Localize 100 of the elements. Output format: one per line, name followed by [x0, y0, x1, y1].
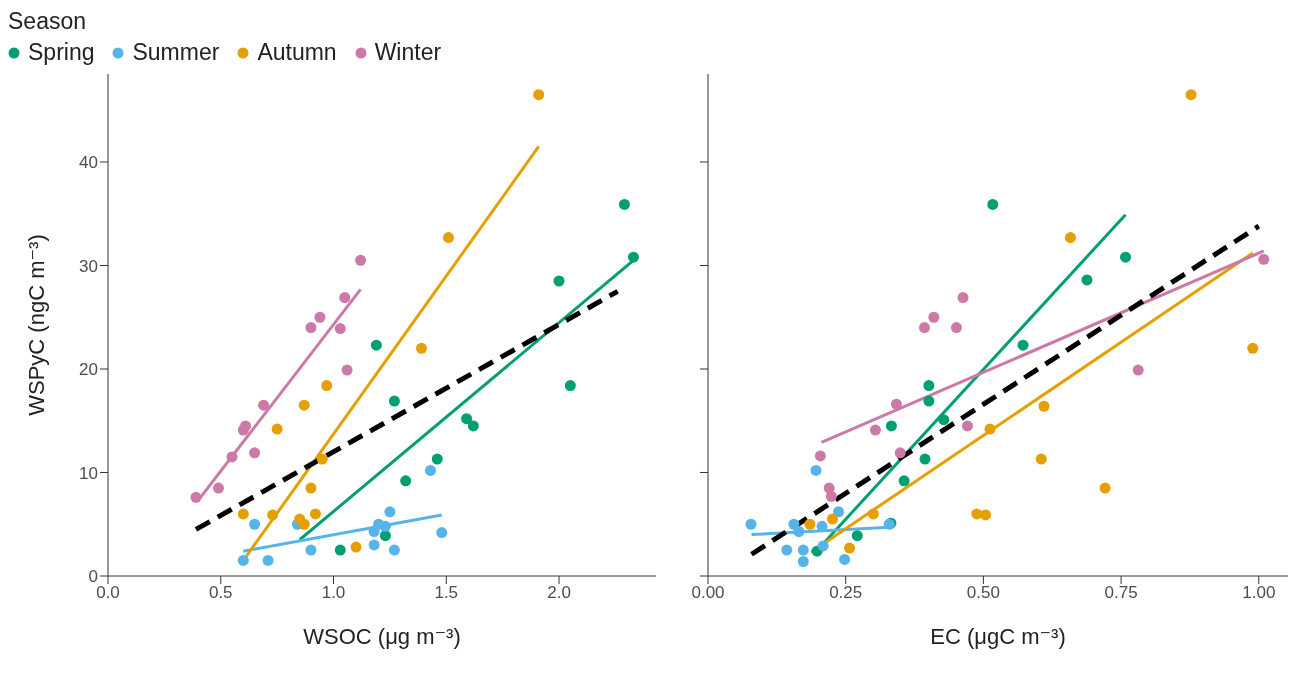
point: [797, 544, 809, 556]
point: [918, 322, 930, 334]
point: [745, 518, 757, 530]
x-tick-label: 0.5: [208, 583, 233, 603]
x-tick-label: 0.25: [829, 583, 863, 603]
point: [928, 311, 940, 323]
point: [321, 380, 333, 392]
x-tick-label: 0.50: [966, 583, 1000, 603]
point: [804, 518, 816, 530]
point: [553, 275, 565, 287]
point: [355, 254, 367, 266]
point: [938, 414, 950, 426]
point: [305, 544, 317, 556]
point: [341, 364, 353, 376]
point: [564, 380, 576, 392]
point: [980, 509, 992, 521]
point: [781, 544, 793, 556]
point: [271, 423, 283, 435]
point: [833, 506, 845, 518]
point: [400, 475, 412, 487]
point: [1099, 482, 1111, 494]
x-tick-label: 1.5: [434, 583, 459, 603]
point: [1038, 400, 1050, 412]
point: [890, 398, 902, 410]
point: [368, 539, 380, 551]
point: [957, 292, 969, 304]
legend-label: Summer: [132, 39, 220, 66]
point: [388, 395, 400, 407]
point: [226, 451, 238, 463]
point: [1247, 342, 1259, 354]
point: [533, 89, 545, 101]
legend-label: Winter: [374, 39, 442, 66]
point: [213, 482, 224, 494]
point: [1132, 364, 1144, 376]
point: [237, 554, 249, 566]
point: [961, 420, 973, 432]
point: [190, 491, 202, 503]
x-tick-label: 1.00: [1242, 583, 1276, 603]
point: [950, 322, 962, 334]
point: [415, 342, 427, 354]
x-axis-title: WSOC (μg m⁻³): [303, 624, 461, 649]
point: [258, 399, 270, 411]
point: [237, 424, 249, 436]
point: [797, 556, 809, 568]
point: [984, 423, 996, 435]
point: [817, 540, 829, 552]
point: [1120, 251, 1132, 263]
y-axis-title: WSPyC (ngC m⁻³): [23, 234, 49, 416]
point: [844, 542, 856, 554]
point: [305, 322, 317, 334]
point: [839, 553, 851, 565]
point: [431, 453, 443, 465]
point: [436, 527, 448, 539]
point: [987, 198, 999, 210]
point: [1035, 453, 1047, 465]
point: [388, 544, 400, 556]
legend-label: Autumn: [257, 39, 337, 66]
point: [894, 447, 906, 459]
x-tick-label: 0.75: [1104, 583, 1138, 603]
point: [298, 518, 310, 530]
point: [1185, 89, 1197, 101]
point: [334, 323, 346, 335]
point: [793, 525, 805, 537]
point: [316, 453, 328, 465]
point: [461, 413, 473, 425]
x-tick-label: 0.00: [691, 583, 725, 603]
legend-label: Spring: [28, 39, 95, 66]
point: [1258, 253, 1270, 265]
point: [424, 464, 436, 476]
point: [923, 395, 935, 407]
point: [1081, 274, 1093, 286]
point: [249, 518, 261, 530]
x-tick-label: 1.0: [321, 583, 346, 603]
point: [923, 380, 935, 392]
point: [379, 530, 391, 542]
point: [826, 513, 838, 525]
x-tick-label: 0.0: [96, 583, 120, 603]
point: [309, 508, 321, 520]
point: [350, 541, 362, 553]
point: [825, 490, 837, 502]
y-tick-label: 30: [79, 256, 98, 276]
x-tick-label: 2.0: [547, 583, 571, 603]
point: [851, 530, 863, 542]
y-tick-label: 0: [88, 567, 98, 587]
x-axis-title: EC (μgC m⁻³): [930, 624, 1066, 649]
point: [305, 482, 317, 494]
point: [627, 251, 639, 263]
y-tick-label: 40: [79, 153, 98, 173]
legend-title: Season: [8, 8, 87, 35]
point: [618, 198, 630, 210]
point: [869, 424, 881, 436]
point: [262, 554, 274, 566]
point: [810, 464, 822, 476]
point: [814, 450, 826, 462]
y-tick-label: 10: [79, 463, 98, 483]
point: [249, 447, 261, 459]
point: [885, 420, 897, 432]
point: [898, 475, 910, 487]
point: [919, 453, 931, 465]
point: [370, 339, 382, 351]
